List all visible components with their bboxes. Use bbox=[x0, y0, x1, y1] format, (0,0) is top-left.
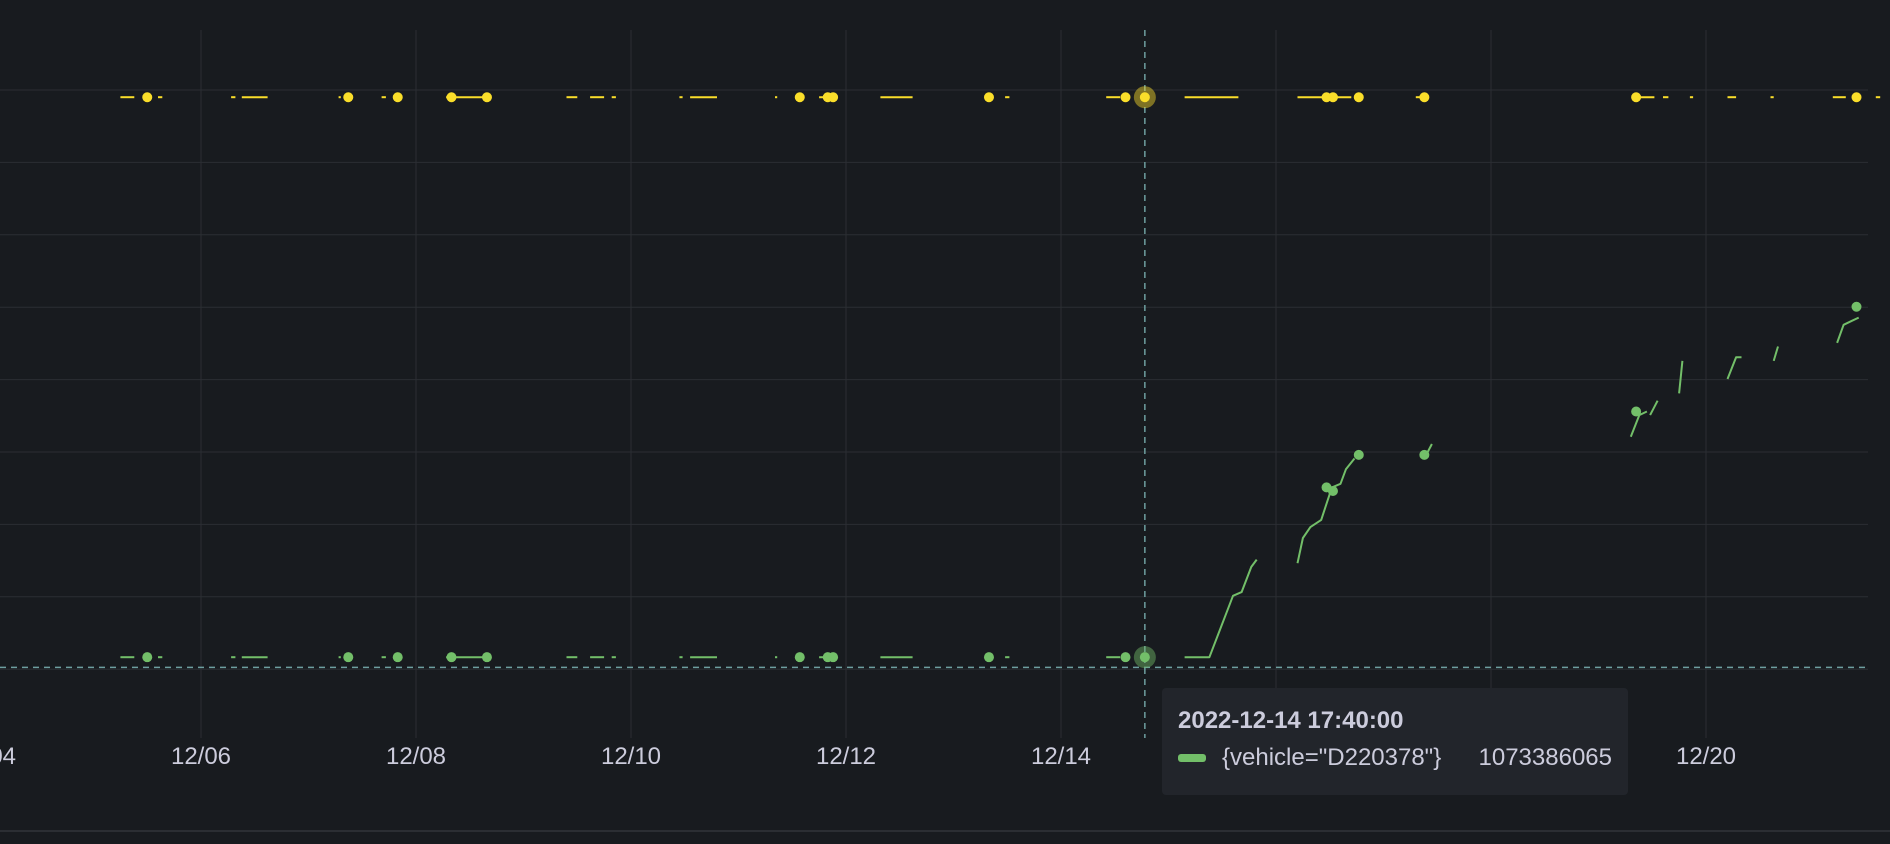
green-series-point bbox=[446, 652, 457, 663]
green-series-segment bbox=[1772, 346, 1779, 362]
tooltip-timestamp: 2022-12-14 17:40:00 bbox=[1178, 707, 1404, 734]
series-color-swatch bbox=[1178, 754, 1206, 762]
green-series-point bbox=[828, 652, 839, 663]
tooltip-series-row: {vehicle="D220378"} 1073386065 bbox=[1178, 744, 1612, 772]
yellow-series-point bbox=[1120, 92, 1131, 103]
green-highlight-point bbox=[1139, 652, 1150, 663]
x-tick-label: 12/10 bbox=[601, 743, 661, 770]
x-tick-label: 12/20 bbox=[1676, 743, 1736, 770]
x-tick-label: 12/08 bbox=[386, 743, 446, 770]
green-series-segment bbox=[1649, 400, 1659, 416]
hover-tooltip: 2022-12-14 17:40:00 {vehicle="D220378"} … bbox=[1162, 688, 1628, 795]
green-series-point bbox=[392, 652, 403, 663]
yellow-series-point bbox=[343, 92, 354, 103]
green-series-point bbox=[142, 652, 153, 663]
green-series-point bbox=[983, 652, 994, 663]
green-series-point bbox=[1327, 485, 1338, 496]
green-series-segment bbox=[1184, 559, 1258, 659]
green-series-point bbox=[1419, 449, 1430, 460]
yellow-series-point bbox=[1851, 92, 1862, 103]
yellow-series-point bbox=[481, 92, 492, 103]
tooltip-series-label: {vehicle="D220378"} bbox=[1222, 744, 1442, 771]
series-points bbox=[142, 92, 1862, 663]
green-series-segment bbox=[1296, 457, 1356, 564]
yellow-series-point bbox=[983, 92, 994, 103]
x-tick-label: 12/12 bbox=[816, 743, 876, 770]
series-lines bbox=[120, 96, 1881, 659]
crosshair bbox=[0, 30, 1868, 738]
tooltip-series-value: 1073386065 bbox=[1478, 744, 1612, 771]
green-series-point bbox=[1120, 652, 1131, 663]
panel-bottom-border bbox=[0, 830, 1890, 832]
green-series-segment bbox=[1678, 360, 1684, 394]
yellow-series-point bbox=[1419, 92, 1430, 103]
yellow-series-point bbox=[142, 92, 153, 103]
green-series-point bbox=[794, 652, 805, 663]
green-series-segment bbox=[1836, 316, 1860, 344]
yellow-series-point bbox=[1327, 92, 1338, 103]
yellow-series-point bbox=[828, 92, 839, 103]
green-series-point bbox=[1631, 406, 1642, 417]
yellow-series-point bbox=[1353, 92, 1364, 103]
yellow-series-point bbox=[392, 92, 403, 103]
green-series-point bbox=[1851, 301, 1862, 312]
yellow-series-point bbox=[446, 92, 457, 103]
green-series-point bbox=[1353, 449, 1364, 460]
x-tick-label: 12/14 bbox=[1031, 743, 1091, 770]
green-series-point bbox=[481, 652, 492, 663]
green-series-point bbox=[343, 652, 354, 663]
x-tick-label: 12/06 bbox=[171, 743, 231, 770]
yellow-series-point bbox=[794, 92, 805, 103]
green-series-segment bbox=[1726, 356, 1742, 380]
yellow-series-point bbox=[1631, 92, 1642, 103]
x-tick-label: 12/04 bbox=[0, 743, 16, 770]
yellow-highlight-point bbox=[1139, 92, 1150, 103]
grid bbox=[0, 30, 1868, 738]
